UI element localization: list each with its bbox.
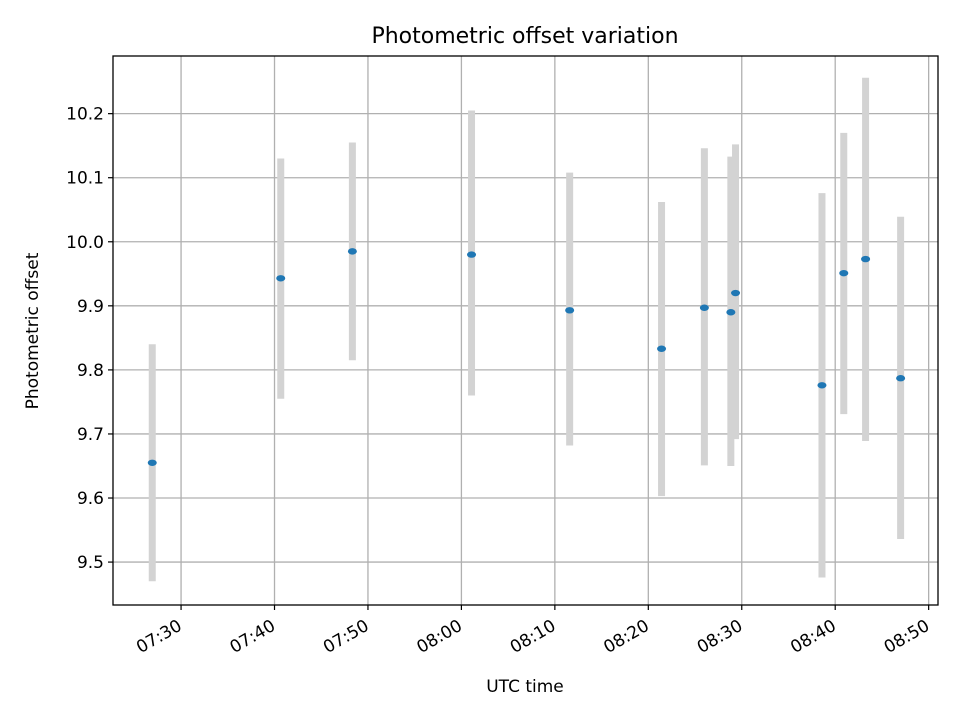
x-tick-label: 08:30 <box>694 616 746 658</box>
y-axis-ticks: 9.5 9.6 9.7 9.8 9.9 10.0 10.1 10.2 <box>66 105 113 573</box>
grid <box>113 56 938 605</box>
data-points <box>147 248 906 466</box>
x-tick-label: 07:40 <box>227 616 279 658</box>
y-tick-label: 10.1 <box>66 169 104 189</box>
x-tick-label: 08:40 <box>787 616 839 658</box>
data-point <box>467 251 477 258</box>
x-tick-label: 08:00 <box>413 616 465 658</box>
x-tick-label: 08:10 <box>507 616 559 658</box>
data-point <box>839 269 849 277</box>
data-point <box>657 345 667 352</box>
data-point <box>731 289 741 297</box>
x-axis-label: UTC time <box>486 677 564 697</box>
data-point <box>726 309 736 316</box>
data-point <box>861 255 871 263</box>
x-tick-label: 08:20 <box>600 616 652 658</box>
y-axis-label: Photometric offset <box>23 252 43 409</box>
error-bars <box>148 77 905 582</box>
data-point <box>565 307 575 314</box>
x-tick-label: 07:30 <box>133 616 185 658</box>
data-point <box>276 275 286 282</box>
data-point <box>699 304 709 311</box>
x-tick-label: 07:50 <box>320 616 372 658</box>
y-tick-label: 9.7 <box>77 425 104 445</box>
y-tick-label: 10.2 <box>66 105 104 125</box>
data-point <box>147 459 157 466</box>
chart-title: Photometric offset variation <box>371 24 678 49</box>
x-axis-ticks: 07:30 07:40 07:50 08:00 08:10 08:20 08:30 08:40… <box>133 605 933 658</box>
y-tick-label: 9.8 <box>77 361 104 381</box>
data-point <box>817 382 827 389</box>
y-tick-label: 9.9 <box>77 297 104 317</box>
data-point <box>347 248 357 255</box>
data-point <box>896 375 906 382</box>
y-tick-label: 9.6 <box>77 489 104 509</box>
plot-frame <box>112 55 939 606</box>
x-tick-label: 08:50 <box>881 616 933 658</box>
y-tick-label: 9.5 <box>77 553 104 573</box>
y-tick-label: 10.0 <box>66 233 104 253</box>
